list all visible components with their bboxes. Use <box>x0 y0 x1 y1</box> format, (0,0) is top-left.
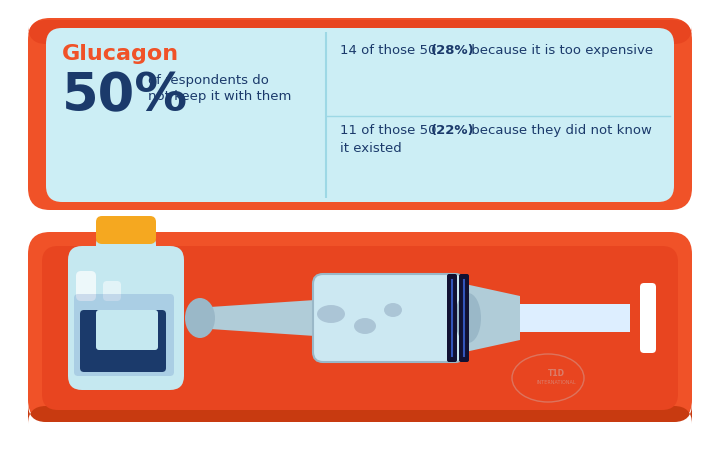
Text: of respondents do: of respondents do <box>148 74 269 87</box>
FancyBboxPatch shape <box>28 20 692 44</box>
Polygon shape <box>195 300 315 336</box>
Text: (28%): (28%) <box>431 44 474 57</box>
FancyBboxPatch shape <box>447 274 457 362</box>
FancyBboxPatch shape <box>313 274 465 362</box>
Ellipse shape <box>185 298 215 338</box>
Ellipse shape <box>455 293 481 343</box>
Text: not keep it with them: not keep it with them <box>148 90 292 103</box>
FancyBboxPatch shape <box>74 294 174 376</box>
Text: 14 of those 50: 14 of those 50 <box>340 44 441 57</box>
FancyBboxPatch shape <box>76 271 96 301</box>
Text: T1D: T1D <box>547 369 564 378</box>
FancyBboxPatch shape <box>42 246 678 410</box>
FancyBboxPatch shape <box>28 232 692 422</box>
Text: because they did not know: because they did not know <box>467 124 652 137</box>
Text: because it is too expensive: because it is too expensive <box>467 44 653 57</box>
Text: Glucagon: Glucagon <box>62 44 179 64</box>
FancyBboxPatch shape <box>96 216 156 244</box>
Text: 50%: 50% <box>62 70 188 122</box>
FancyBboxPatch shape <box>46 28 674 202</box>
Text: (22%): (22%) <box>431 124 474 137</box>
FancyBboxPatch shape <box>28 404 692 424</box>
FancyBboxPatch shape <box>80 310 166 372</box>
Ellipse shape <box>384 303 402 317</box>
FancyBboxPatch shape <box>103 281 121 301</box>
Polygon shape <box>465 284 520 352</box>
FancyBboxPatch shape <box>28 18 692 210</box>
FancyBboxPatch shape <box>640 283 656 353</box>
Text: 11 of those 50: 11 of those 50 <box>340 124 441 137</box>
FancyBboxPatch shape <box>68 246 184 390</box>
Ellipse shape <box>354 318 376 334</box>
Ellipse shape <box>317 305 345 323</box>
Text: it existed: it existed <box>340 142 402 155</box>
FancyBboxPatch shape <box>459 274 469 362</box>
Text: INTERNATIONAL: INTERNATIONAL <box>536 381 576 386</box>
FancyBboxPatch shape <box>96 236 156 276</box>
FancyBboxPatch shape <box>96 310 158 350</box>
